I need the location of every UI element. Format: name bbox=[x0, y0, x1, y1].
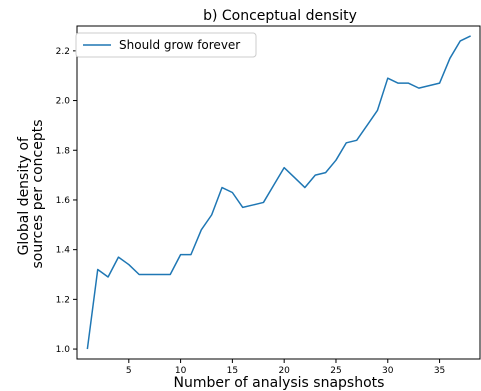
y-tick-label: 2.2 bbox=[56, 47, 70, 57]
y-axis-label: Global density of sources per concepts bbox=[16, 119, 46, 268]
plot-frame bbox=[76, 25, 481, 360]
legend: Should grow forever bbox=[75, 32, 257, 58]
y-axis-label-line-1: Global density of bbox=[16, 136, 32, 255]
x-tick-label: 15 bbox=[227, 366, 238, 376]
x-tick-label: 5 bbox=[126, 366, 132, 376]
legend-label: Should grow forever bbox=[119, 38, 240, 52]
y-tick-label: 1.8 bbox=[56, 146, 71, 156]
y-tick-label: 1.6 bbox=[56, 196, 71, 206]
tick-layer: 5 10 15 20 25 30 35 1.0 1.2 1.4 1.6 1.8 2.0 2.2 bbox=[56, 47, 446, 376]
chart-title: b) Conceptual density bbox=[203, 8, 357, 24]
series-line-should-grow-forever bbox=[86, 35, 471, 350]
y-tick-label: 2.0 bbox=[56, 97, 71, 107]
x-tick-label: 25 bbox=[330, 366, 341, 376]
data-layer bbox=[86, 35, 471, 350]
x-tick-label: 10 bbox=[175, 366, 187, 376]
x-axis-label: Number of analysis snapshots bbox=[174, 375, 385, 391]
x-tick-label: 30 bbox=[382, 366, 394, 376]
legend-box bbox=[75, 32, 257, 58]
x-tick-label: 20 bbox=[278, 366, 290, 376]
y-tick-label: 1.2 bbox=[56, 295, 70, 305]
x-tick-label: 35 bbox=[434, 366, 445, 376]
y-tick-label: 1.0 bbox=[56, 345, 71, 355]
y-axis-label-line-2: sources per concepts bbox=[30, 119, 46, 268]
y-tick-label: 1.4 bbox=[56, 246, 71, 256]
